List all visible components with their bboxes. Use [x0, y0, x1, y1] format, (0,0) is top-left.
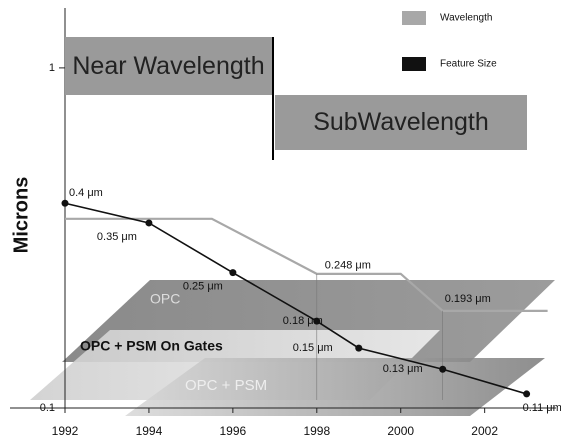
point [313, 317, 321, 325]
y-tick-label: 1 [49, 62, 55, 74]
opc-psm-plane [125, 358, 545, 416]
legend-swatch [402, 57, 426, 71]
legend-swatch [402, 11, 426, 25]
point [439, 365, 447, 373]
annotation: OPC + PSM On Gates [80, 338, 223, 354]
x-tick-label: 2000 [387, 424, 414, 438]
x-tick-label: 1992 [52, 424, 79, 438]
y-tick-label: 0.1 [40, 402, 55, 414]
x-tick-label: 2002 [471, 424, 498, 438]
point [229, 269, 237, 277]
point [355, 344, 363, 352]
series-line [65, 217, 548, 312]
value-label: 0.248 μm [325, 260, 371, 272]
value-label: 0.4 μm [69, 187, 103, 199]
legend-label: Wavelength [440, 13, 492, 24]
annotation: OPC + PSM [185, 377, 267, 394]
x-tick-label: 1994 [136, 424, 163, 438]
value-label: 0.15 μm [293, 342, 333, 354]
x-tick-label: 1998 [303, 424, 330, 438]
region-label: Near Wavelength [65, 37, 272, 95]
legend-label: Feature Size [440, 59, 497, 70]
value-label: 0.25 μm [183, 281, 223, 293]
value-label: 0.11 μm [523, 402, 561, 414]
region-label: SubWavelength [275, 95, 527, 150]
point [145, 219, 153, 227]
value-label: 0.193 μm [445, 293, 491, 305]
point [523, 390, 531, 398]
annotation: OPC [150, 291, 180, 307]
value-label: 0.13 μm [383, 363, 423, 375]
value-label: 0.18 μm [283, 315, 323, 327]
x-tick-label: 1996 [220, 424, 247, 438]
point [61, 199, 69, 207]
y-axis-label: Microns [10, 177, 32, 254]
value-label: 0.35 μm [97, 231, 137, 243]
